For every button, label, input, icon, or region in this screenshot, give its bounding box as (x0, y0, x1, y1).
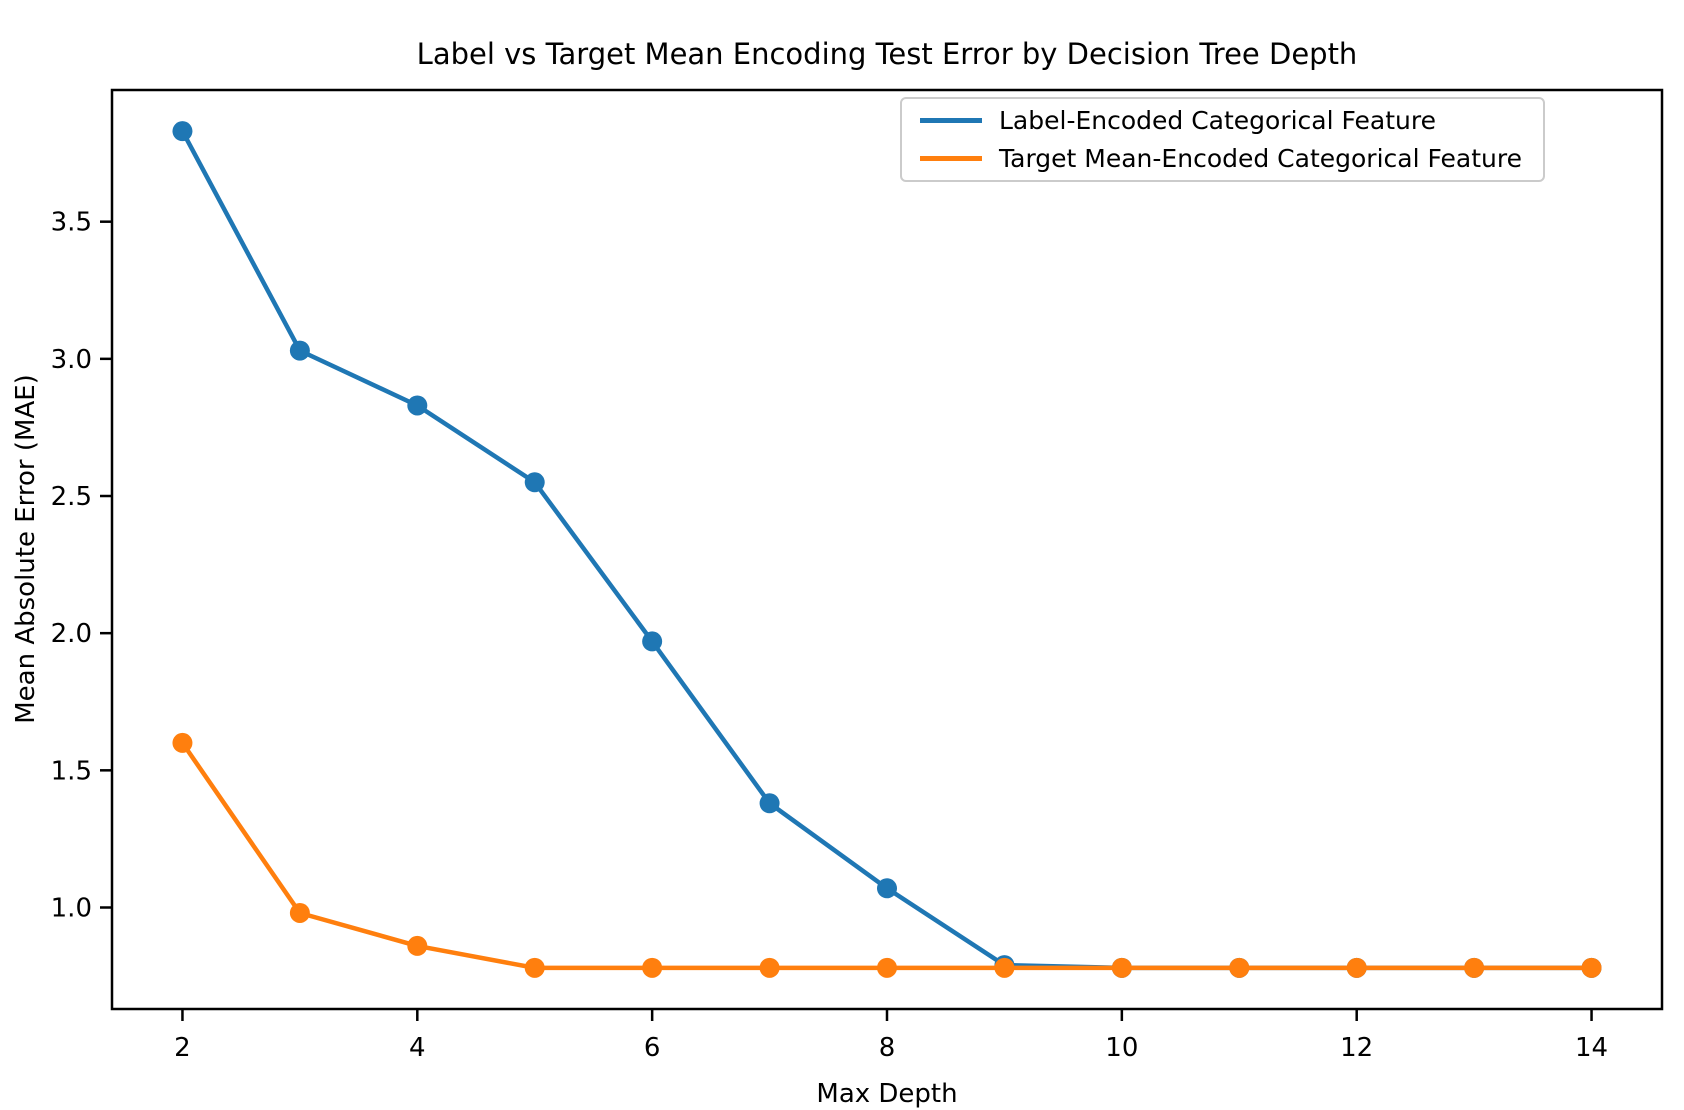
legend: Label-Encoded Categorical Feature Target… (900, 97, 1545, 182)
series-line-0 (180, 130, 1592, 971)
legend-line-swatch-orange (920, 156, 982, 162)
plot-frame (110, 88, 1664, 1011)
series-line-1 (180, 741, 1592, 971)
x-tick-label: 14 (1575, 1033, 1608, 1063)
data-point-marker (1581, 957, 1602, 978)
x-tick-label: 12 (1340, 1033, 1373, 1063)
data-point-marker (524, 472, 545, 493)
data-point-marker (1111, 957, 1132, 978)
data-point-marker (1464, 957, 1485, 978)
data-point-marker (642, 631, 663, 652)
legend-label: Label-Encoded Categorical Feature (999, 105, 1436, 135)
y-axis-ticks: 1.0 1.5 2.0 2.5 3.0 3.5 (51, 208, 112, 923)
y-tick-label: 2.5 (51, 482, 92, 512)
data-point-marker (759, 957, 780, 978)
x-tick-label: 4 (409, 1033, 426, 1063)
data-point-marker (407, 935, 428, 956)
legend-label: Target Mean-Encoded Categorical Feature (999, 144, 1522, 173)
data-point-marker (877, 957, 897, 978)
legend-entry: Target Mean-Encoded Categorical Feature (920, 145, 1525, 173)
data-point-marker (289, 340, 310, 361)
chart-title: Label vs Target Mean Encoding Test Error… (417, 37, 1358, 71)
y-tick-label: 1.5 (51, 756, 92, 786)
y-axis-label: Mean Absolute Error (MAE) (11, 374, 41, 724)
y-tick-label: 2.0 (51, 619, 92, 649)
data-point-marker (1346, 957, 1367, 978)
data-point-marker (172, 732, 193, 753)
data-point-marker (759, 793, 780, 814)
x-tick-label: 6 (644, 1033, 661, 1063)
legend-entry: Label-Encoded Categorical Feature (920, 105, 1525, 135)
data-series (172, 121, 1602, 978)
y-tick-label: 3.5 (51, 208, 92, 238)
data-point-marker (1229, 957, 1250, 978)
data-point-marker (289, 902, 310, 923)
x-tick-label: 10 (1105, 1033, 1138, 1063)
data-point-marker (994, 957, 1015, 978)
data-point-marker (877, 878, 897, 899)
x-axis-ticks: 2 4 6 8 10 12 14 (174, 1009, 1608, 1063)
x-tick-label: 8 (879, 1033, 896, 1063)
y-tick-label: 1.0 (51, 893, 92, 923)
x-tick-label: 2 (174, 1033, 191, 1063)
legend-line-swatch-blue (920, 117, 982, 123)
data-point-marker (524, 957, 545, 978)
data-point-marker (642, 957, 663, 978)
data-point-marker (172, 121, 193, 142)
y-tick-label: 3.0 (51, 345, 92, 375)
x-axis-label: Max Depth (816, 1079, 957, 1109)
data-point-marker (407, 395, 428, 416)
